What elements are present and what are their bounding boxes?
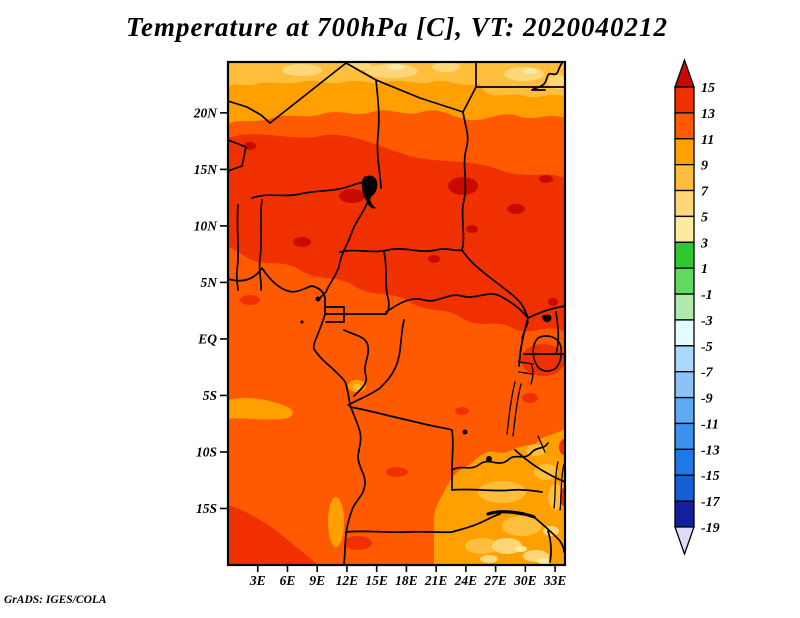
- colorbar-segment: [674, 371, 695, 399]
- colorbar-tick-label: 15: [701, 81, 715, 96]
- lat-tick-label: 15S: [196, 501, 217, 516]
- colorbar-segment: [674, 241, 695, 269]
- lake-chad: [361, 175, 378, 209]
- colorbar-tick-label: -15: [701, 469, 720, 484]
- longitude-axis: 3E 6E 9E 12E 15E 18E 21E 24E 27E 30E 33E: [249, 565, 566, 588]
- map-frame: [226, 60, 567, 567]
- colorbar-tick-label: 1: [701, 262, 708, 277]
- lat-tick-label: 20N: [193, 105, 219, 120]
- colorbar-segment: [674, 396, 695, 425]
- colorbar-segment: [674, 500, 695, 528]
- lake-malawi: [553, 461, 565, 511]
- nile-river: [531, 62, 563, 91]
- lon-tick-label: 18E: [395, 573, 418, 588]
- lon-tick-label: 12E: [336, 573, 359, 588]
- lake-tanganyika: [506, 381, 522, 437]
- lat-tick-label: 5S: [203, 388, 217, 403]
- colorbar-segment: [674, 267, 695, 295]
- temperature-field: [228, 62, 565, 565]
- lat-tick-label: 10S: [196, 444, 217, 459]
- lat-tick-label: EQ: [197, 331, 217, 346]
- lon-tick-label: 21E: [424, 573, 448, 588]
- page-title: Temperature at 700hPa [C], VT: 202004021…: [126, 12, 668, 42]
- colorbar-segment: [674, 448, 695, 476]
- lon-tick-label: 27E: [483, 573, 507, 588]
- lon-tick-label: 3E: [249, 573, 266, 588]
- lat-tick-label: 5N: [201, 275, 219, 290]
- colorbar-segment: [674, 112, 695, 140]
- colorbar-segment: [674, 215, 695, 243]
- lake-edward-kivu: [518, 347, 522, 367]
- colorbar-tick-label: -7: [701, 366, 714, 381]
- colorbar-segment: [674, 474, 695, 502]
- colorbar-tick-label: 13: [701, 107, 715, 122]
- colorbar-segment: [674, 163, 695, 192]
- colorbar-tick-label: 11: [701, 133, 714, 148]
- lat-tick-label: 15N: [194, 162, 219, 177]
- colorbar-tick-label: -5: [701, 340, 713, 355]
- map-linework: [228, 62, 565, 565]
- zambezi-river: [486, 510, 536, 519]
- colorbar-segment: [674, 319, 695, 347]
- colorbar-segment: [674, 189, 695, 218]
- colorbar-tick-label: 7: [701, 185, 709, 200]
- grads-credit: GrADS: IGES/COLA: [4, 594, 107, 606]
- colorbar-segment: [674, 138, 695, 166]
- lon-tick-label: 15E: [365, 573, 388, 588]
- latitude-axis: 20N 15N 10N 5N EQ 5S 10S 15S: [193, 105, 228, 516]
- colorbar-segment: [674, 345, 695, 373]
- colorbar-segment: [674, 422, 695, 451]
- colorbar-tick-label: -3: [701, 314, 713, 329]
- lon-tick-label: 33E: [543, 573, 567, 588]
- colorbar-tick-label: -9: [701, 392, 713, 407]
- colorbar-arrow-top: [674, 58, 695, 88]
- colorbar-legend: 15 13 11 9 7 5 3 1 -1 -3 -5 -7 -9 -11 -13 -15 -17 -19: [674, 58, 721, 556]
- lake-kyoga: [542, 314, 552, 323]
- colorbar-arrow-bottom: [674, 526, 695, 556]
- lake-rukwa: [537, 435, 546, 453]
- colorbar-tick-label: -13: [701, 443, 720, 458]
- colorbar-tick-label: -11: [701, 417, 719, 432]
- coastline: [228, 267, 366, 565]
- colorbar-segment: [674, 86, 695, 114]
- lake-albert: [521, 321, 529, 339]
- colorbar-tick-label: -19: [701, 521, 720, 536]
- colorbar-tick-label: 3: [700, 236, 708, 251]
- colorbar-tick-label: -17: [701, 495, 721, 510]
- colorbar-segment: [674, 293, 695, 321]
- colorbar-tick-label: 5: [701, 210, 708, 225]
- lon-tick-label: 9E: [309, 573, 325, 588]
- colorbar-tick-label: 9: [701, 159, 708, 174]
- lon-tick-label: 6E: [280, 573, 296, 588]
- lat-tick-label: 10N: [194, 218, 219, 233]
- lon-tick-label: 30E: [513, 573, 537, 588]
- bioko-island: [315, 296, 321, 302]
- lake-victoria: [532, 335, 563, 372]
- lon-tick-label: 24E: [454, 573, 478, 588]
- colorbar-tick-label: -1: [701, 288, 713, 303]
